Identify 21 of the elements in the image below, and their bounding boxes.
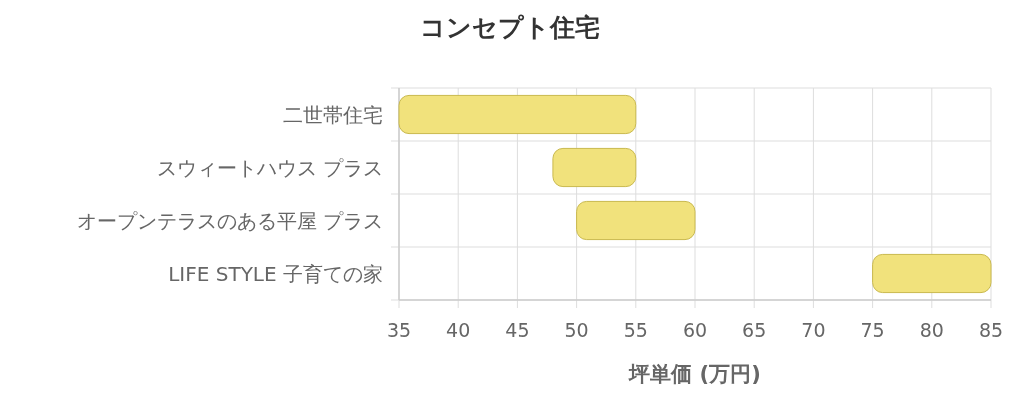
- x-tick-label: 50: [564, 319, 589, 341]
- x-tick-label: 45: [505, 319, 530, 341]
- x-tick-label: 35: [386, 319, 412, 341]
- x-tick-label: 60: [682, 319, 708, 341]
- y-tick-label: スウィートハウス プラス: [156, 155, 383, 180]
- y-tick-label: LIFE STYLE 子育ての家: [168, 261, 383, 286]
- x-tick-label: 85: [978, 319, 1004, 341]
- x-axis-title: 坪単価 (万円): [628, 362, 761, 386]
- bar: [576, 200, 696, 241]
- x-tick-label: 80: [919, 319, 944, 341]
- bar: [872, 253, 992, 294]
- y-tick-label: 二世帯住宅: [283, 102, 383, 127]
- bar: [398, 94, 637, 135]
- x-tick-label: 40: [446, 319, 471, 341]
- x-tick-label: 75: [860, 319, 885, 341]
- chart-title: コンセプト住宅: [420, 13, 600, 42]
- x-tick-label: 55: [623, 319, 648, 341]
- x-tick-label: 65: [742, 319, 767, 341]
- x-tick-label: 70: [801, 319, 826, 341]
- bar: [552, 147, 637, 188]
- y-tick-label: オープンテラスのある平屋 プラス: [76, 208, 383, 233]
